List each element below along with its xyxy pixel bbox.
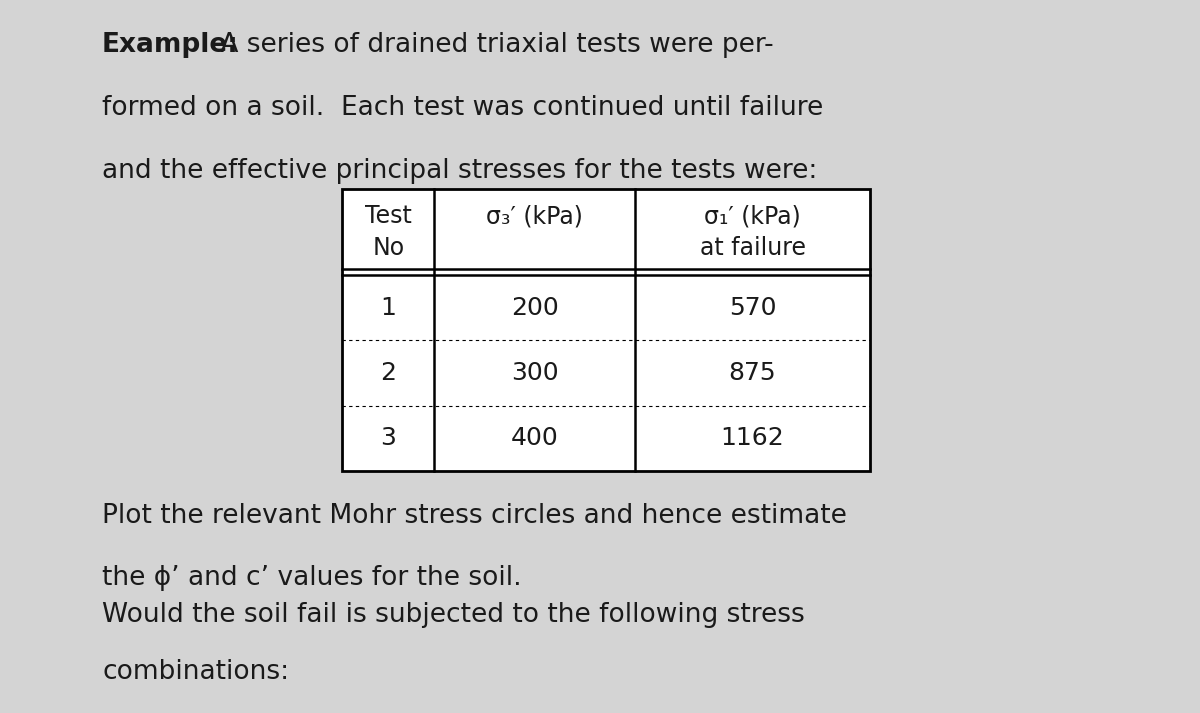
Text: Plot the relevant Mohr stress circles and hence estimate: Plot the relevant Mohr stress circles an… <box>102 503 847 528</box>
Text: 3: 3 <box>380 426 396 450</box>
Text: 300: 300 <box>511 361 558 385</box>
Text: and the effective principal stresses for the tests were:: and the effective principal stresses for… <box>102 158 817 183</box>
Text: σ₃′ (kPa): σ₃′ (kPa) <box>486 204 583 228</box>
Text: 1: 1 <box>380 295 396 319</box>
Text: Would the soil fail is subjected to the following stress: Would the soil fail is subjected to the … <box>102 602 805 628</box>
Text: Example:: Example: <box>102 32 239 58</box>
Text: A series of drained triaxial tests were per-: A series of drained triaxial tests were … <box>212 32 774 58</box>
Text: No: No <box>372 235 404 260</box>
Text: 570: 570 <box>728 295 776 319</box>
Text: 2: 2 <box>380 361 396 385</box>
Text: σ₁′ (kPa): σ₁′ (kPa) <box>704 204 800 228</box>
Text: 1162: 1162 <box>721 426 785 450</box>
Text: 875: 875 <box>728 361 776 385</box>
Text: at failure: at failure <box>700 235 805 260</box>
Text: 200: 200 <box>511 295 558 319</box>
Text: combinations:: combinations: <box>102 659 289 685</box>
Text: formed on a soil.  Each test was continued until failure: formed on a soil. Each test was continue… <box>102 95 823 120</box>
Text: Test: Test <box>365 204 412 228</box>
Text: 400: 400 <box>511 426 558 450</box>
Text: the ϕ’ and c’ values for the soil.: the ϕ’ and c’ values for the soil. <box>102 565 522 591</box>
